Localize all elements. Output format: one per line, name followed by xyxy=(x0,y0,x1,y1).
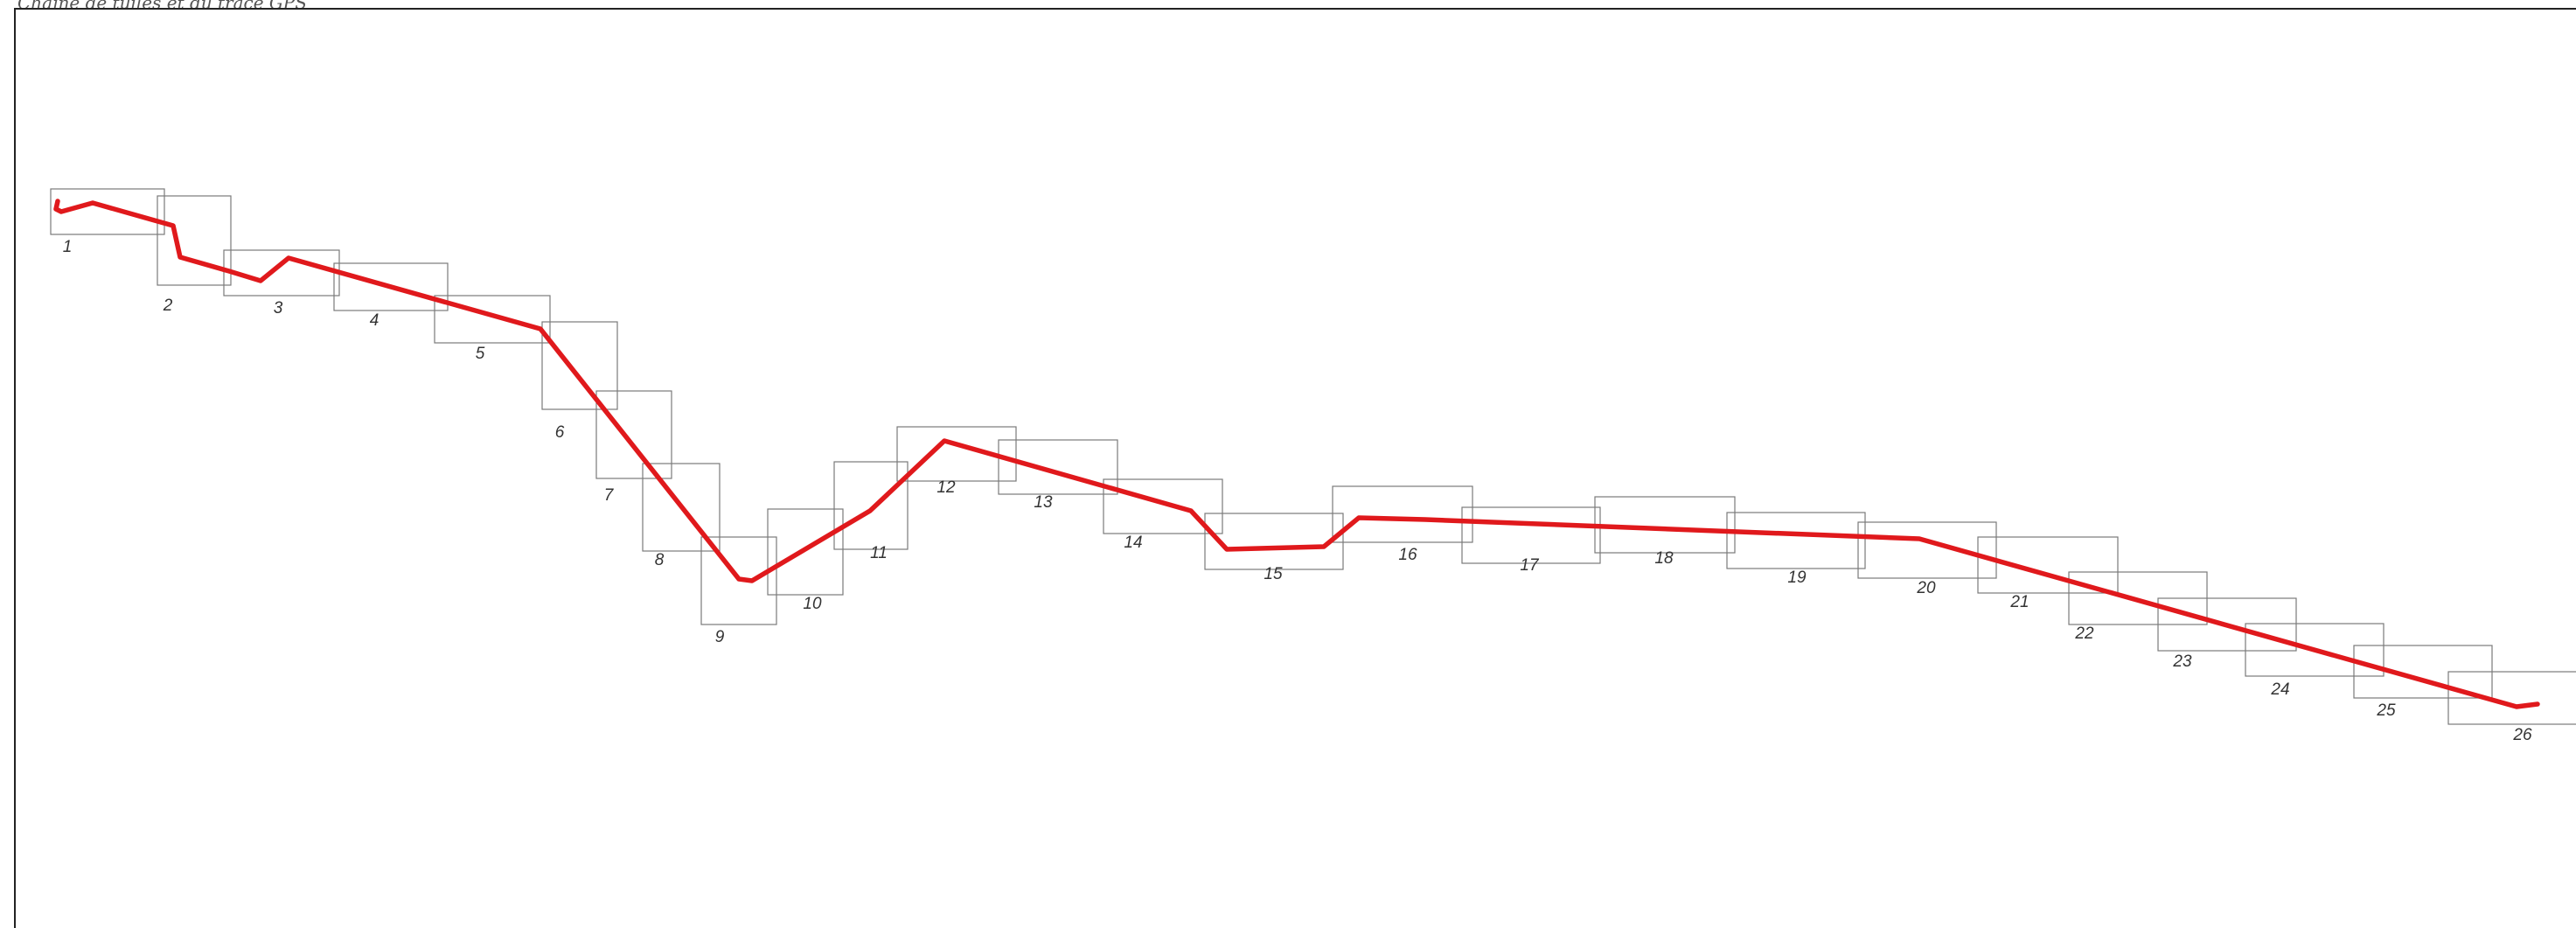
tile-5 xyxy=(434,295,551,344)
tiles-layer xyxy=(50,188,2576,725)
route-line xyxy=(53,199,2540,709)
tile-17 xyxy=(1461,506,1601,564)
tile-label-17: 17 xyxy=(1520,556,1540,575)
tile-label-3: 3 xyxy=(274,299,283,317)
tile-label-21: 21 xyxy=(2009,593,2029,611)
tile-label-18: 18 xyxy=(1654,549,1674,568)
tile-4 xyxy=(333,262,449,311)
tile-label-8: 8 xyxy=(655,551,665,569)
tile-label-10: 10 xyxy=(803,595,822,613)
tile-26 xyxy=(2447,671,2576,725)
figure-caption: Chaîne de tuiles et du tracé GPS xyxy=(17,0,308,13)
tile-16 xyxy=(1332,485,1473,543)
tile-21 xyxy=(1977,536,2119,594)
tile-label-19: 19 xyxy=(1787,569,1807,587)
tile-12 xyxy=(896,426,1017,482)
tile-10 xyxy=(767,508,844,596)
tile-6 xyxy=(541,321,618,410)
tile-label-26: 26 xyxy=(2512,726,2532,744)
tile-label-16: 16 xyxy=(1398,546,1417,564)
tile-20 xyxy=(1857,521,1997,579)
tile-1 xyxy=(50,188,165,235)
tile-label-11: 11 xyxy=(870,544,888,562)
tile-11 xyxy=(833,461,909,550)
tile-24 xyxy=(2245,623,2385,677)
tile-label-1: 1 xyxy=(63,238,73,256)
tile-15 xyxy=(1204,513,1344,570)
tile-label-15: 15 xyxy=(1264,565,1283,583)
tile-9 xyxy=(700,536,777,625)
tile-label-13: 13 xyxy=(1034,493,1053,512)
tile-label-22: 22 xyxy=(2074,624,2094,643)
tile-label-20: 20 xyxy=(1916,579,1936,597)
tile-label-12: 12 xyxy=(936,478,956,497)
tile-8 xyxy=(642,463,721,552)
tile-label-9: 9 xyxy=(715,628,725,646)
tile-label-4: 4 xyxy=(370,311,379,330)
tile-label-7: 7 xyxy=(604,486,615,505)
figure-frame xyxy=(14,8,2576,928)
tile-19 xyxy=(1726,512,1866,569)
tile-label-6: 6 xyxy=(555,423,565,442)
tile-label-25: 25 xyxy=(2376,701,2396,720)
tile-label-24: 24 xyxy=(2270,680,2289,699)
tile-label-5: 5 xyxy=(476,345,485,363)
tile-23 xyxy=(2157,597,2297,652)
tile-14 xyxy=(1103,478,1223,534)
tile-label-14: 14 xyxy=(1124,534,1142,552)
tile-13 xyxy=(998,439,1118,495)
tile-label-23: 23 xyxy=(2172,652,2192,671)
tile-2 xyxy=(157,195,232,286)
tile-7 xyxy=(595,390,672,479)
tile-label-2: 2 xyxy=(163,297,173,315)
